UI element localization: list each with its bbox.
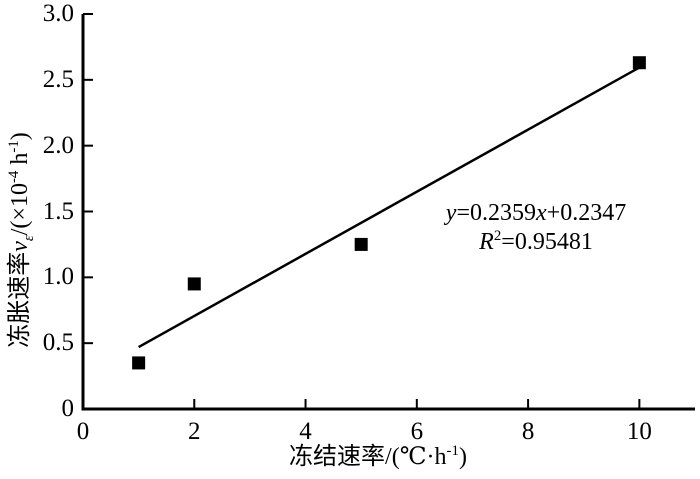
y-tick-label: 0 — [61, 395, 75, 422]
r-squared-value: R2=0.95481 — [375, 228, 697, 256]
data-point-marker — [354, 237, 368, 251]
text-part: y — [445, 200, 457, 226]
text-part: 冻结速率/(℃·h — [289, 444, 447, 470]
data-point-marker — [132, 356, 146, 370]
x-axis-title: 冻结速率/(℃·h-1) — [228, 442, 528, 472]
text-part: =0.95481 — [501, 229, 593, 255]
y-tick-label: 2.0 — [42, 131, 74, 159]
data-point-marker — [187, 277, 201, 291]
text-part: -4 — [6, 170, 22, 184]
x-tick-label: 6 — [410, 418, 424, 445]
text-part: x — [536, 200, 547, 226]
data-point-marker — [632, 56, 646, 70]
x-tick-label: 0 — [76, 418, 90, 445]
y-tick-label: 2.5 — [42, 65, 74, 93]
y-axis-title: 冻胀速率vε/(×10-4 h-1) — [5, 132, 37, 348]
trend-line — [138, 66, 640, 349]
x-tick-label: 4 — [299, 418, 312, 445]
text-part: R — [479, 229, 494, 255]
trendline-equation: y=0.2359x+0.2347 — [375, 199, 697, 227]
text-part: +0.2347 — [546, 200, 627, 226]
text-part: v — [7, 241, 33, 252]
text-part: 2 — [493, 228, 502, 244]
x-tick-label: 2 — [188, 418, 201, 445]
y-tick-label: 1.0 — [42, 263, 74, 291]
y-tick-label: 1.5 — [42, 197, 74, 225]
x-tick-label: 10 — [626, 418, 652, 445]
y-tick-label: 0.5 — [42, 329, 74, 357]
text-part: -1 — [446, 443, 459, 459]
x-tick-label: 8 — [521, 418, 535, 445]
text-part: ε — [20, 235, 37, 242]
text-part: =0.2359 — [456, 200, 536, 226]
y-tick-label: 3.0 — [42, 0, 74, 27]
text-part: ) — [458, 444, 467, 470]
